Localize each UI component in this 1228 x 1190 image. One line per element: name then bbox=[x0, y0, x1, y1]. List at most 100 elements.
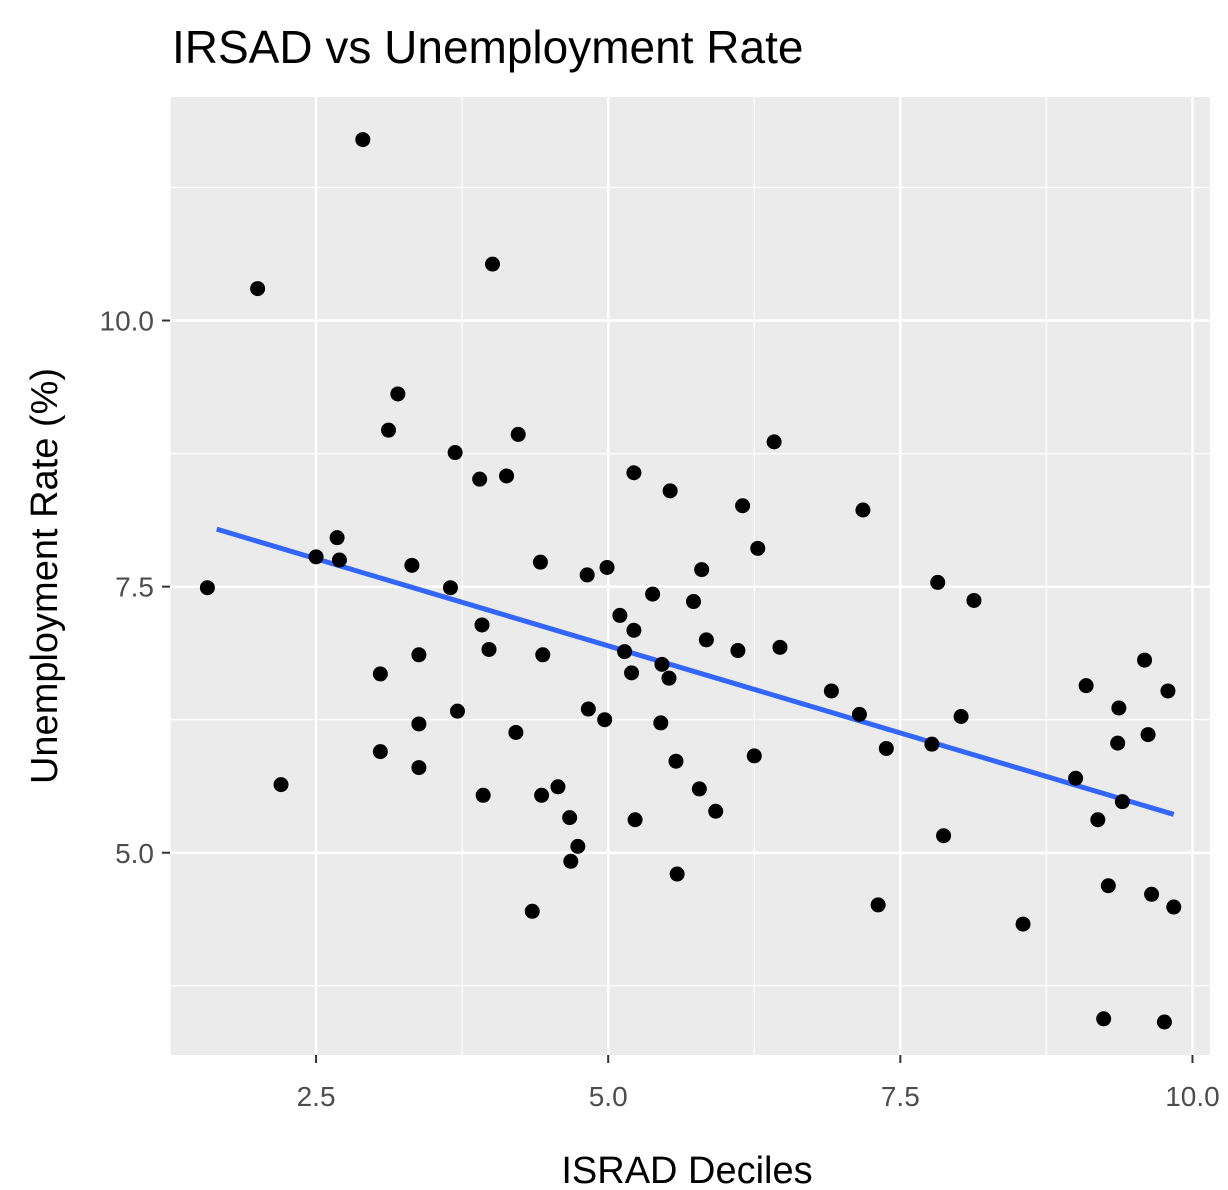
data-point bbox=[570, 838, 586, 854]
data-point bbox=[735, 498, 751, 514]
data-point bbox=[579, 567, 595, 583]
data-point bbox=[1068, 770, 1084, 786]
data-point bbox=[199, 580, 215, 596]
data-point bbox=[730, 643, 746, 659]
data-point bbox=[562, 810, 578, 826]
data-point bbox=[355, 132, 371, 148]
y-axis: 5.0 7.5 10.0 bbox=[100, 306, 170, 869]
data-point bbox=[404, 557, 420, 573]
data-point bbox=[331, 552, 347, 568]
data-point bbox=[694, 562, 710, 578]
data-point bbox=[662, 483, 678, 499]
data-point bbox=[698, 632, 714, 648]
data-point bbox=[878, 740, 894, 756]
data-point bbox=[329, 530, 345, 546]
data-point bbox=[1078, 678, 1094, 694]
major-gridlines bbox=[170, 97, 1210, 1055]
data-point bbox=[626, 622, 642, 638]
data-point bbox=[612, 607, 628, 623]
data-point bbox=[472, 471, 488, 487]
data-point bbox=[381, 422, 397, 438]
y-tick-label: 7.5 bbox=[115, 572, 154, 603]
data-point bbox=[626, 465, 642, 481]
data-point bbox=[1140, 727, 1156, 743]
data-point bbox=[1160, 683, 1176, 699]
data-point bbox=[766, 434, 782, 450]
data-point bbox=[390, 386, 406, 402]
data-point bbox=[597, 712, 613, 728]
data-point bbox=[1110, 735, 1126, 751]
data-point bbox=[654, 656, 670, 672]
data-point bbox=[624, 665, 640, 681]
data-point bbox=[708, 803, 724, 819]
data-point bbox=[1144, 886, 1160, 902]
data-point bbox=[534, 787, 550, 803]
points-layer bbox=[199, 132, 1182, 1030]
chart-title: IRSAD vs Unemployment Rate bbox=[172, 21, 803, 73]
data-point bbox=[273, 777, 289, 793]
data-point bbox=[1090, 812, 1106, 828]
data-point bbox=[653, 715, 669, 731]
data-point bbox=[481, 641, 497, 657]
data-point bbox=[532, 554, 548, 570]
data-point bbox=[1100, 878, 1116, 894]
data-point bbox=[966, 592, 982, 608]
data-point bbox=[308, 549, 324, 565]
data-point bbox=[442, 580, 458, 596]
data-point bbox=[447, 445, 463, 461]
data-point bbox=[936, 828, 952, 844]
data-point bbox=[1114, 794, 1130, 810]
data-point bbox=[851, 706, 867, 722]
data-point bbox=[1156, 1014, 1172, 1030]
data-point bbox=[772, 639, 788, 655]
data-point bbox=[855, 502, 871, 518]
data-point bbox=[930, 574, 946, 590]
data-point bbox=[474, 617, 490, 633]
data-point bbox=[411, 647, 427, 663]
x-axis-title: ISRAD Deciles bbox=[561, 1150, 812, 1190]
data-point bbox=[499, 468, 515, 484]
data-point bbox=[563, 853, 579, 869]
x-tick-label: 2.5 bbox=[297, 1081, 336, 1112]
data-point bbox=[411, 716, 427, 732]
data-point bbox=[250, 281, 266, 297]
data-point bbox=[372, 744, 388, 760]
x-tick-label: 7.5 bbox=[881, 1081, 920, 1112]
data-point bbox=[691, 781, 707, 797]
data-point bbox=[485, 256, 501, 272]
data-point bbox=[668, 753, 684, 769]
data-point bbox=[580, 701, 596, 717]
y-tick-label: 5.0 bbox=[115, 838, 154, 869]
data-point bbox=[870, 897, 886, 913]
data-point bbox=[661, 670, 677, 686]
data-point bbox=[1111, 700, 1127, 716]
data-point bbox=[449, 703, 465, 719]
data-point bbox=[524, 903, 540, 919]
data-point bbox=[372, 666, 388, 682]
data-point bbox=[617, 644, 633, 660]
data-point bbox=[924, 736, 940, 752]
data-point bbox=[746, 748, 762, 764]
data-point bbox=[1015, 916, 1031, 932]
data-point bbox=[508, 724, 524, 740]
data-point bbox=[686, 594, 702, 610]
data-point bbox=[535, 647, 551, 663]
x-tick-label: 5.0 bbox=[589, 1081, 628, 1112]
data-point bbox=[750, 540, 766, 556]
data-point bbox=[627, 812, 643, 828]
trend-line bbox=[216, 526, 1175, 817]
data-point bbox=[645, 586, 661, 602]
data-point bbox=[475, 787, 491, 803]
data-point bbox=[669, 866, 685, 882]
y-tick-label: 10.0 bbox=[100, 306, 155, 337]
data-point bbox=[411, 760, 427, 776]
x-axis: 2.5 5.0 7.5 10.0 bbox=[297, 1055, 1220, 1112]
data-point bbox=[550, 779, 566, 795]
data-point bbox=[953, 709, 969, 725]
y-axis-title: Unemployment Rate (%) bbox=[24, 368, 66, 784]
data-point bbox=[1137, 652, 1153, 668]
x-tick-label: 10.0 bbox=[1165, 1081, 1220, 1112]
data-point bbox=[510, 426, 526, 442]
